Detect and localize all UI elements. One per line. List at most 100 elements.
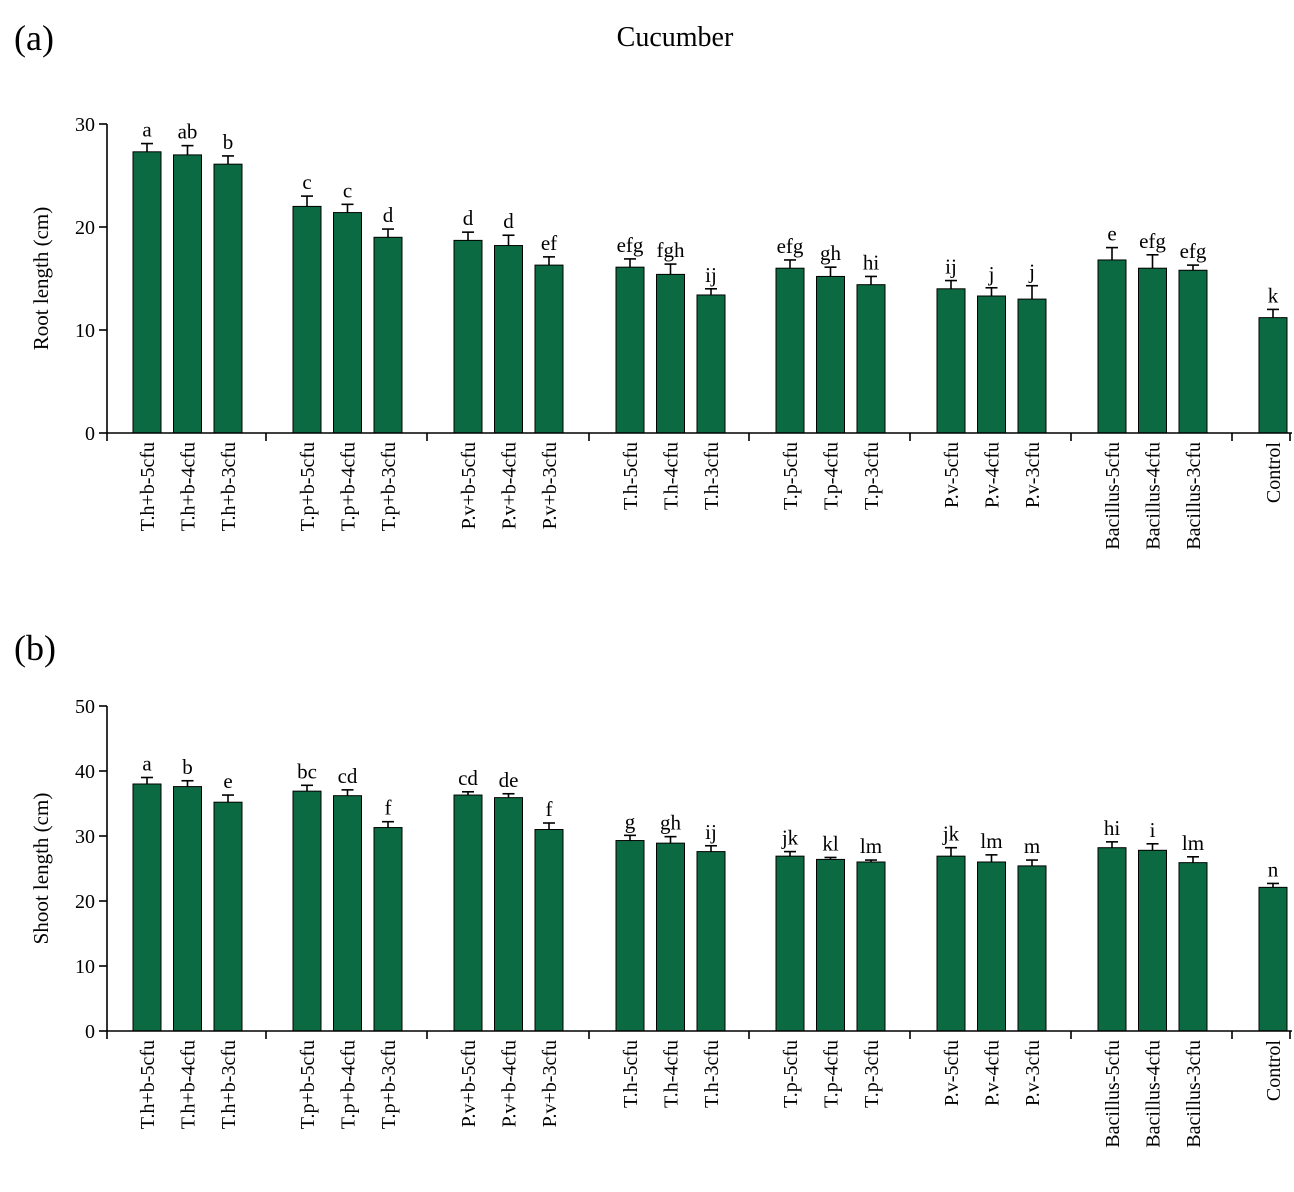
x-tick-label-4: T.p+b-5cfu	[297, 442, 319, 531]
x-tick-label-9: P.v+b-3cfu	[539, 1040, 561, 1127]
bar-21	[1178, 269, 1208, 434]
x-tick-label-19: Bacillus-5cfu	[1102, 442, 1124, 550]
significance-label-7: d	[463, 206, 474, 230]
x-tick-label-22: Control	[1263, 442, 1285, 504]
y-tick-label-50: 50	[75, 696, 95, 718]
x-tick-label-20: Bacillus-4cfu	[1143, 1040, 1165, 1148]
x-tick-label-4: T.p+b-5cfu	[297, 1040, 319, 1129]
bar-14	[816, 275, 845, 434]
significance-label-15: hi	[863, 250, 880, 274]
x-tick-label-12: T.h-3cfu	[701, 1040, 723, 1108]
x-tick-label-18: P.v-3cfu	[1022, 442, 1044, 508]
bar-4	[292, 790, 322, 1032]
significance-label-21: lm	[1182, 831, 1204, 855]
significance-label-1: a	[142, 752, 152, 776]
significance-label-14: gh	[820, 241, 842, 265]
x-tick-label-3: T.h+b-3cfu	[218, 1040, 240, 1129]
significance-label-20: i	[1150, 818, 1156, 842]
x-tick-label-11: T.h-4cfu	[661, 1040, 683, 1108]
bar-3	[213, 801, 243, 1032]
significance-label-15: lm	[860, 834, 882, 858]
bar-8	[494, 245, 523, 434]
bar-18	[1017, 865, 1047, 1032]
y-tick-label-30: 30	[75, 114, 95, 136]
x-tick-label-8: P.v+b-4cfu	[499, 1040, 521, 1127]
significance-label-18: m	[1024, 834, 1040, 858]
bar-9	[534, 264, 564, 434]
y-tick-label-30: 30	[75, 826, 95, 848]
bar-16	[936, 855, 966, 1032]
x-tick-label-10: T.h-5cfu	[620, 442, 642, 510]
bar-13	[775, 267, 805, 434]
x-tick-label-9: P.v+b-3cfu	[539, 442, 561, 529]
bar-12	[696, 851, 726, 1032]
bar-17	[977, 861, 1006, 1032]
bar-15	[856, 861, 886, 1032]
significance-label-6: d	[383, 203, 394, 227]
significance-label-17: lm	[980, 829, 1002, 853]
significance-label-10: efg	[617, 233, 644, 257]
x-tick-label-17: P.v-4cfu	[982, 442, 1004, 508]
significance-label-1: a	[142, 118, 152, 142]
bar-6	[373, 827, 403, 1032]
y-tick-label-10: 10	[75, 320, 95, 342]
significance-label-14: kl	[822, 831, 839, 855]
bar-3	[213, 163, 243, 434]
significance-label-8: d	[503, 209, 514, 233]
significance-label-9: f	[546, 797, 553, 821]
significance-label-10: g	[625, 809, 636, 833]
x-tick-label-21: Bacillus-3cfu	[1183, 442, 1205, 550]
significance-label-18: j	[1028, 260, 1035, 284]
panel-b-letter: (b)	[14, 628, 56, 668]
significance-label-2: b	[182, 755, 193, 779]
chart-title: Cucumber	[617, 22, 734, 53]
significance-label-19: e	[1107, 222, 1116, 246]
x-tick-label-15: T.p-3cfu	[861, 442, 883, 510]
bar-5	[333, 212, 362, 434]
y-axis-label: Root length (cm)	[29, 207, 53, 350]
bar-4	[292, 205, 322, 434]
x-tick-label-5: T.p+b-4cfu	[338, 1040, 360, 1129]
bar-12	[696, 294, 726, 434]
significance-label-12: ij	[705, 263, 717, 287]
bar-14	[816, 858, 845, 1032]
x-tick-label-22: Control	[1263, 1040, 1285, 1102]
bar-22	[1258, 886, 1288, 1032]
bar-17	[977, 295, 1006, 434]
significance-label-5: cd	[338, 764, 358, 788]
x-tick-label-3: T.h+b-3cfu	[218, 442, 240, 531]
significance-label-3: b	[223, 130, 234, 154]
significance-label-17: j	[988, 262, 995, 286]
significance-label-2: ab	[178, 120, 198, 144]
bar-2	[173, 786, 202, 1032]
bar-18	[1017, 298, 1047, 434]
bar-1	[132, 783, 162, 1032]
bar-7	[453, 794, 483, 1032]
significance-label-4: c	[302, 170, 311, 194]
x-tick-label-11: T.h-4cfu	[661, 442, 683, 510]
bar-8	[494, 797, 523, 1032]
bar-7	[453, 239, 483, 434]
x-tick-label-21: Bacillus-3cfu	[1183, 1040, 1205, 1148]
x-tick-label-13: T.p-5cfu	[780, 1040, 802, 1108]
bar-10	[615, 840, 645, 1032]
x-tick-label-20: Bacillus-4cfu	[1143, 442, 1165, 550]
bar-20	[1138, 267, 1167, 434]
bar-13	[775, 855, 805, 1032]
x-tick-label-6: T.p+b-3cfu	[378, 1040, 400, 1129]
x-tick-label-8: P.v+b-4cfu	[499, 442, 521, 529]
x-tick-label-16: P.v-5cfu	[941, 442, 963, 508]
bar-16	[936, 288, 966, 434]
y-tick-label-0: 0	[85, 423, 95, 445]
significance-label-9: ef	[541, 231, 557, 255]
significance-label-11: gh	[660, 811, 682, 835]
x-tick-label-2: T.h+b-4cfu	[178, 1040, 200, 1129]
significance-label-20: efg	[1139, 229, 1166, 253]
significance-label-13: jk	[781, 826, 799, 850]
bar-11	[656, 273, 685, 434]
significance-label-16: jk	[942, 822, 960, 846]
bar-10	[615, 266, 645, 434]
